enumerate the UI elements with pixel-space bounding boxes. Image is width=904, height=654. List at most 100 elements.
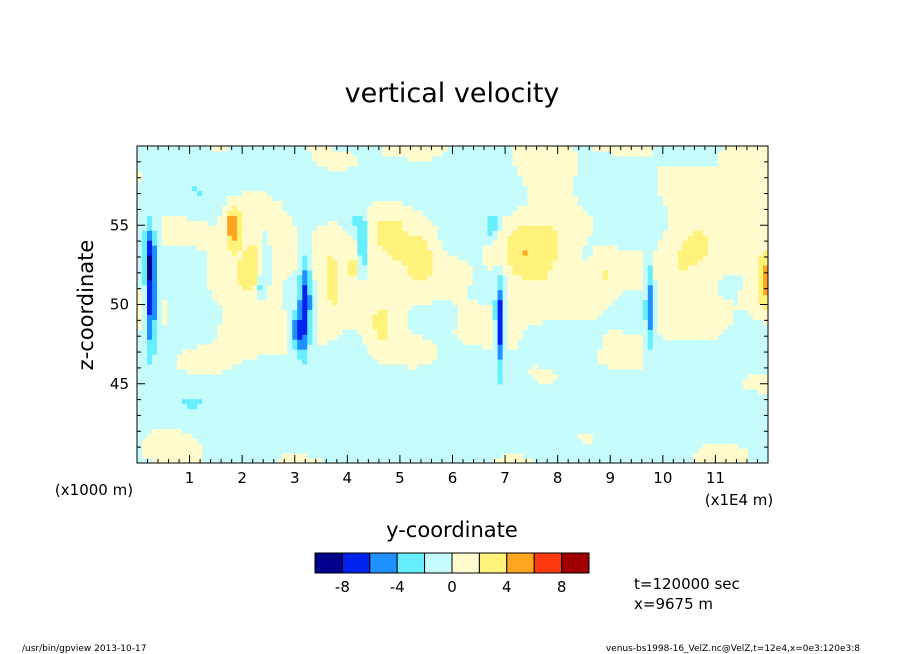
field-cell: [387, 250, 434, 256]
field-cell: [312, 259, 328, 266]
field-cell: [137, 259, 143, 266]
field-cell: [482, 254, 509, 261]
field-cell: [557, 245, 584, 251]
field-cell: [457, 314, 494, 320]
field-cell: [502, 378, 539, 385]
field-cell: [272, 254, 298, 261]
field-cell: [137, 418, 768, 424]
field-cell: [222, 205, 233, 211]
field-cell: [577, 160, 719, 167]
field-cell: [332, 299, 338, 306]
field-cell: [497, 349, 504, 355]
field-cell: [387, 309, 409, 316]
field-cell: [642, 358, 768, 365]
field-cell: [677, 250, 709, 256]
field-cell: [677, 264, 689, 271]
field-cell: [507, 259, 554, 266]
field-cell: [657, 314, 734, 320]
field-cell: [352, 150, 383, 157]
field-cell: [507, 279, 644, 286]
field-cell: [137, 175, 143, 182]
field-cell: [412, 205, 519, 211]
field-cell: [142, 259, 148, 266]
field-cell: [237, 250, 243, 256]
field-cell: [332, 254, 358, 261]
field-cell: [287, 274, 298, 281]
field-cell: [667, 210, 768, 216]
field-cell: [307, 304, 313, 311]
y-axis-label: z-coordinate: [74, 240, 98, 371]
field-cell: [497, 319, 504, 325]
field-cell: [317, 309, 378, 316]
field-cell: [472, 264, 489, 271]
field-cell: [652, 309, 659, 316]
field-cell: [302, 259, 308, 266]
field-cell: [242, 220, 293, 226]
field-cell: [157, 264, 208, 271]
colorbar-tick-label: -8: [335, 578, 350, 596]
field-cell: [492, 230, 499, 236]
field-cell: [432, 259, 469, 266]
field-cell: [757, 284, 764, 291]
field-cell: [642, 309, 649, 316]
field-cell: [157, 339, 213, 345]
field-cell: [312, 319, 318, 325]
field-cell: [262, 259, 273, 266]
field-cell: [157, 254, 208, 261]
field-cell: [292, 319, 298, 325]
field-cell: [757, 269, 764, 276]
field-cell: [602, 269, 609, 276]
field-cell: [137, 200, 228, 207]
field-cell: [717, 150, 768, 157]
field-cell: [617, 294, 649, 301]
field-cell: [557, 250, 584, 256]
field-cell: [512, 210, 589, 216]
field-cell: [557, 235, 589, 241]
field-cell: [642, 339, 649, 345]
field-cell: [607, 304, 644, 311]
field-cell: [652, 304, 659, 311]
field-cell: [142, 230, 148, 236]
field-cell: [602, 309, 644, 316]
field-cell: [757, 294, 768, 301]
position-annotation: x=9675 m: [634, 595, 713, 613]
field-cell: [282, 200, 373, 207]
field-cell: [497, 225, 504, 231]
field-cell: [492, 339, 499, 345]
field-cell: [367, 215, 429, 221]
field-cell: [652, 314, 659, 320]
field-cell: [442, 150, 514, 157]
field-cell: [307, 269, 313, 276]
field-cell: [357, 329, 378, 335]
field-cell: [262, 235, 268, 241]
field-cell: [477, 299, 494, 306]
field-cell: [367, 225, 378, 231]
field-cell: [297, 279, 303, 286]
field-cell: [492, 309, 499, 316]
field-cell: [432, 250, 449, 256]
field-cell: [272, 259, 298, 266]
field-cell: [362, 259, 368, 266]
field-cell: [152, 334, 158, 340]
field-cell: [257, 274, 273, 281]
field-cell: [347, 264, 358, 271]
field-cell: [652, 146, 724, 152]
field-cell: [367, 205, 414, 211]
field-cell: [762, 319, 768, 325]
field-cell: [272, 250, 298, 256]
field-cell: [472, 274, 499, 281]
field-cell: [147, 349, 158, 355]
field-cell: [657, 170, 768, 177]
field-cell: [147, 329, 153, 335]
field-cell: [502, 299, 509, 306]
field-cell: [507, 304, 609, 311]
field-cell: [237, 269, 258, 276]
field-cell: [757, 299, 768, 306]
field-cell: [257, 284, 263, 291]
field-cell: [402, 259, 434, 266]
colorbar-swatch: [424, 552, 453, 574]
field-cell: [667, 215, 768, 221]
field-cell: [402, 225, 439, 231]
field-cell: [507, 329, 524, 335]
field-cell: [317, 304, 414, 311]
